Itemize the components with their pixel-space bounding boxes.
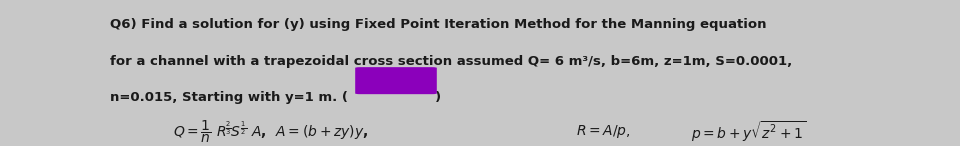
FancyBboxPatch shape: [355, 67, 437, 94]
Text: for a channel with a trapezoidal cross section assumed Q= 6 m³/s, b=6m, z=1m, S=: for a channel with a trapezoidal cross s…: [110, 55, 793, 68]
Text: ): ): [435, 91, 441, 104]
Text: Q6) Find a solution for (y) using Fixed Point Iteration Method for the Manning e: Q6) Find a solution for (y) using Fixed …: [110, 18, 767, 31]
Text: $Q = \dfrac{1}{n}\ R^{\!\frac{2}{3}}S^{\frac{1}{2}}\ A$,  $A = (b + zy)y$,: $Q = \dfrac{1}{n}\ R^{\!\frac{2}{3}}S^{\…: [173, 118, 368, 145]
Text: $p = b + y\sqrt{z^2 + 1}$: $p = b + y\sqrt{z^2 + 1}$: [691, 119, 806, 144]
Text: $R = A/p,$: $R = A/p,$: [576, 123, 631, 140]
Text: n=0.015, Starting with y=1 m. (: n=0.015, Starting with y=1 m. (: [110, 91, 348, 104]
